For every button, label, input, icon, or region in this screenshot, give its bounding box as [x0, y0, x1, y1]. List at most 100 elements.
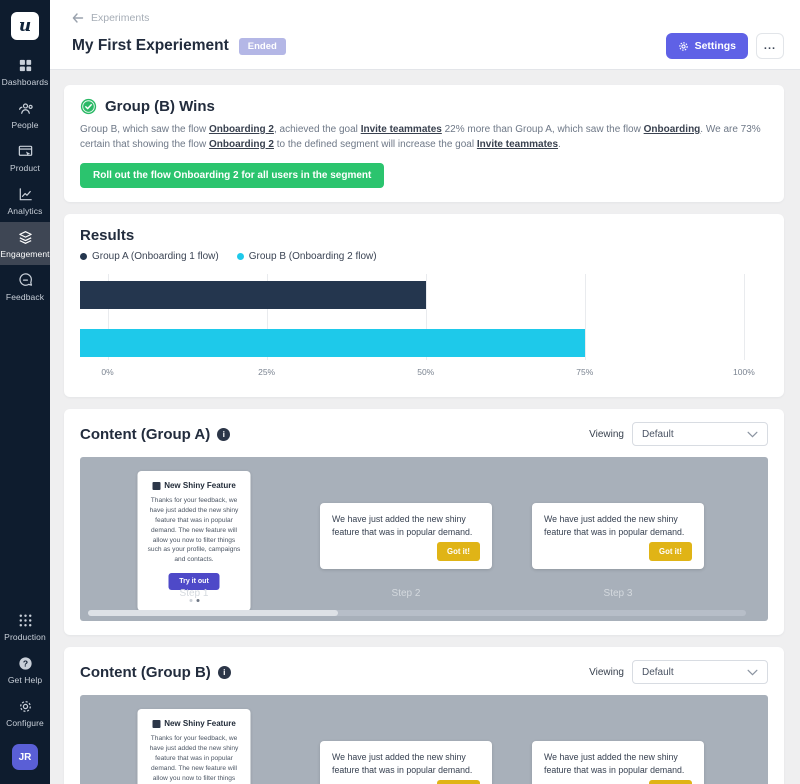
settings-button[interactable]: Settings	[665, 33, 748, 59]
content-group-a-card: Content (Group A) i Viewing Default New …	[64, 409, 784, 635]
modal-step-card: New Shiny Feature Thanks for your feedbac…	[137, 471, 251, 612]
back-arrow-icon[interactable]	[72, 12, 84, 24]
dot	[196, 599, 199, 603]
status-badge: Ended	[238, 37, 286, 55]
chart-gridline	[584, 274, 586, 360]
viewing-select-value: Default	[642, 666, 674, 678]
step-card-body: We have just added the new shiny feature…	[332, 514, 473, 538]
horizontal-scrollbar[interactable]	[88, 610, 746, 616]
step-card-body: Thanks for your feedback, we have just a…	[147, 497, 241, 564]
sidebar-item-get-help[interactable]: ? Get Help	[0, 648, 50, 691]
production-icon	[17, 612, 34, 629]
chart-gridline	[425, 274, 427, 360]
step-label: Step 1	[179, 588, 209, 599]
sidebar-item-label: Production	[4, 632, 46, 642]
tooltip-step-card: We have just added the new shiny feature…	[320, 503, 492, 570]
got-it-button[interactable]: Got it!	[649, 542, 692, 562]
product-icon	[17, 143, 34, 160]
sidebar-item-label: Get Help	[7, 675, 43, 685]
winner-description: Group B, which saw the flow Onboarding 2…	[80, 124, 761, 150]
step-card-title: New Shiny Feature	[146, 719, 243, 728]
legend-dot-group-b	[236, 253, 244, 260]
dashboards-icon	[17, 57, 34, 74]
app-logo[interactable]: u	[11, 12, 39, 40]
results-card: Results Group A (Onboarding 1 flow) Grou…	[64, 214, 784, 397]
step-column: New Shiny Feature Thanks for your feedbac…	[96, 457, 292, 621]
chart-gridline	[266, 274, 268, 360]
chevron-down-icon	[747, 431, 758, 438]
rollout-flow-button[interactable]: Roll out the flow Onboarding 2 for all u…	[80, 163, 385, 188]
sidebar-item-engagement[interactable]: Engagement	[0, 222, 50, 265]
tooltip-step-card: We have just added the new shiny feature…	[532, 741, 704, 784]
app-logo-letter: u	[18, 15, 32, 36]
tooltip-step-card: We have just added the new shiny feature…	[532, 503, 704, 570]
sidebar-item-dashboards[interactable]: Dashboards	[0, 50, 50, 93]
sidebar-item-label: Dashboards	[1, 77, 49, 87]
more-options-button[interactable]: ...	[756, 33, 784, 59]
got-it-button[interactable]: Got it!	[437, 542, 480, 562]
page-content: Group (B) Wins Group B, which saw the fl…	[50, 70, 800, 784]
chart-gridline	[107, 274, 109, 360]
analytics-icon	[17, 186, 34, 203]
sidebar-item-production[interactable]: Production	[0, 605, 50, 648]
bar-group-a	[80, 281, 426, 309]
info-icon[interactable]: i	[217, 665, 231, 679]
feedback-icon	[17, 272, 34, 289]
info-icon[interactable]: i	[217, 427, 231, 441]
people-icon	[17, 100, 34, 117]
user-avatar[interactable]: JR	[12, 744, 38, 770]
square-bullet-icon	[152, 481, 161, 490]
tooltip-step-card: We have just added the new shiny feature…	[320, 741, 492, 784]
sidebar-item-label: Analytics	[7, 206, 43, 216]
settings-gear-icon	[678, 41, 689, 52]
chart-legend: Group A (Onboarding 1 flow) Group B (Onb…	[80, 251, 768, 262]
sidebar-item-label: People	[11, 120, 39, 130]
settings-button-label: Settings	[694, 40, 736, 52]
step-column: We have just added the new shiny feature…	[308, 457, 504, 621]
legend-item-group-b: Group B (Onboarding 2 flow)	[236, 251, 377, 262]
x-axis-tick-label: 50%	[417, 367, 435, 377]
sidebar-item-people[interactable]: People	[0, 93, 50, 136]
svg-text:?: ?	[22, 659, 27, 669]
step-label: Step 3	[603, 588, 633, 599]
sidebar-item-analytics[interactable]: Analytics	[0, 179, 50, 222]
sidebar-item-label: Product	[10, 163, 40, 173]
legend-label: Group B (Onboarding 2 flow)	[248, 251, 377, 262]
content-group-b-card: Content (Group B) i Viewing Default New …	[64, 647, 784, 784]
step-card-title: New Shiny Feature	[146, 481, 243, 490]
winner-title: Group (B) Wins	[105, 98, 215, 115]
step-label: Step 2	[391, 588, 421, 599]
modal-step-card: New Shiny Feature Thanks for your feedbac…	[137, 709, 251, 784]
bar-chart-plot	[80, 274, 768, 360]
scrollbar-thumb[interactable]	[88, 610, 339, 616]
viewing-label: Viewing	[589, 666, 624, 678]
legend-dot-group-a	[80, 253, 87, 260]
sidebar-item-product[interactable]: Product	[0, 136, 50, 179]
got-it-button[interactable]: Got it!	[437, 780, 480, 784]
flow-preview-group-a: New Shiny Feature Thanks for your feedbac…	[80, 457, 768, 621]
square-bullet-icon	[152, 719, 161, 728]
pagination-dots	[146, 599, 243, 604]
step-column: We have just added the new shiny feature…	[520, 695, 716, 784]
sidebar-spacer	[0, 308, 50, 605]
sidebar-item-label: Configure	[6, 718, 44, 728]
got-it-button[interactable]: Got it!	[649, 780, 692, 784]
legend-label: Group A (Onboarding 1 flow)	[92, 251, 219, 262]
chevron-down-icon	[747, 669, 758, 676]
legend-item-group-a: Group A (Onboarding 1 flow)	[80, 251, 219, 262]
flow-preview-group-b: New Shiny Feature Thanks for your feedbac…	[80, 695, 768, 784]
breadcrumb[interactable]: Experiments	[91, 12, 150, 24]
sidebar: u Dashboards People Product Analytics En…	[0, 0, 50, 784]
viewing-select[interactable]: Default	[632, 660, 768, 684]
x-axis-tick-label: 75%	[576, 367, 594, 377]
sidebar-item-configure[interactable]: Configure	[0, 691, 50, 734]
try-it-out-button[interactable]: Try it out	[168, 573, 220, 591]
step-column: We have just added the new shiny feature…	[520, 457, 716, 621]
help-icon: ?	[17, 655, 34, 672]
sidebar-item-feedback[interactable]: Feedback	[0, 265, 50, 308]
bar-chart-x-axis: 0% 25% 50% 75% 100%	[80, 367, 768, 383]
viewing-select[interactable]: Default	[632, 422, 768, 446]
check-circle-icon	[80, 98, 97, 115]
